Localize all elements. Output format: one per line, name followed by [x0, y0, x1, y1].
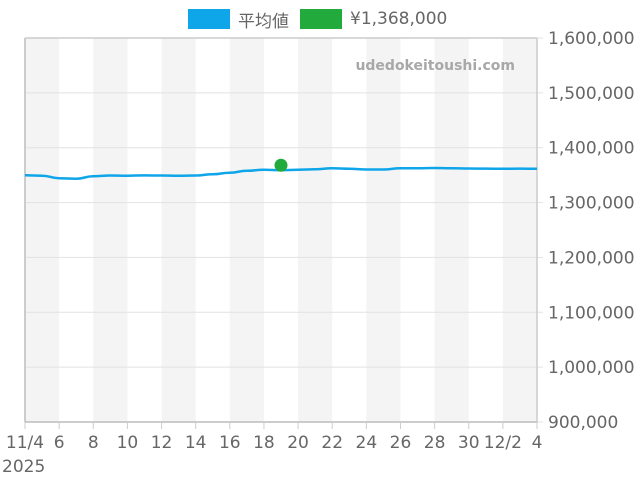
band: [161, 38, 196, 422]
band: [25, 38, 60, 422]
legend-label-average: 平均値: [238, 11, 289, 32]
band: [298, 38, 333, 422]
legend-swatch-price: [300, 9, 342, 29]
x-tick-label: 16: [219, 433, 241, 453]
x-tick-label: 8: [88, 433, 99, 453]
legend-item-price[interactable]: ¥1,368,000: [300, 7, 447, 31]
y-tick-label: 1,400,000: [548, 139, 635, 159]
chart-legend: 平均値 ¥1,368,000: [0, 7, 640, 32]
x-tick-label: 26: [390, 433, 412, 453]
y-tick-label: 900,000: [548, 413, 618, 433]
legend-swatch-average: [188, 9, 230, 29]
current-price-point[interactable]: [274, 158, 288, 172]
band: [229, 38, 264, 422]
watermark: udedokeitoushi.com: [355, 58, 515, 74]
x-tick-label: 4: [532, 433, 543, 453]
y-tick-label: 1,000,000: [548, 358, 635, 378]
x-tick-label: 12: [151, 433, 173, 453]
y-tick-label: 1,300,000: [548, 194, 635, 214]
band: [366, 38, 401, 422]
y-tick-label: 1,100,000: [548, 303, 635, 323]
x-tick-label: 24: [356, 433, 378, 453]
band: [434, 38, 469, 422]
y-tick-label: 1,500,000: [548, 84, 635, 104]
band: [502, 38, 537, 422]
x-tick-label: 22: [321, 433, 343, 453]
x-tick-label: 28: [424, 433, 446, 453]
x-axis-year-label: 2025: [2, 457, 45, 477]
x-tick-label: 14: [185, 433, 207, 453]
background-bands: [25, 38, 537, 422]
band: [93, 38, 128, 422]
y-axis-ticks: 1,600,000 1,500,000 1,400,000 1,300,000 1,20…: [548, 29, 635, 433]
legend-label-price: ¥1,368,000: [350, 9, 448, 29]
x-tick-label: 30: [458, 433, 480, 453]
y-tick-label: 1,600,000: [548, 29, 635, 49]
y-tick-label: 1,200,000: [548, 248, 635, 268]
axes: [24, 37, 538, 423]
x-axis-ticks: 11/4 6 8 10 12 14 16 18 20 22 24 26 28 30 12/2 4: [6, 422, 543, 453]
x-tick-label: 12/2: [484, 433, 522, 453]
x-tick-label: 20: [287, 433, 309, 453]
x-tick-label: 18: [253, 433, 275, 453]
x-tick-label: 10: [117, 433, 139, 453]
legend-item-average[interactable]: 平均値: [188, 7, 289, 32]
x-tick-label: 11/4: [6, 433, 44, 453]
x-tick-label: 6: [54, 433, 65, 453]
